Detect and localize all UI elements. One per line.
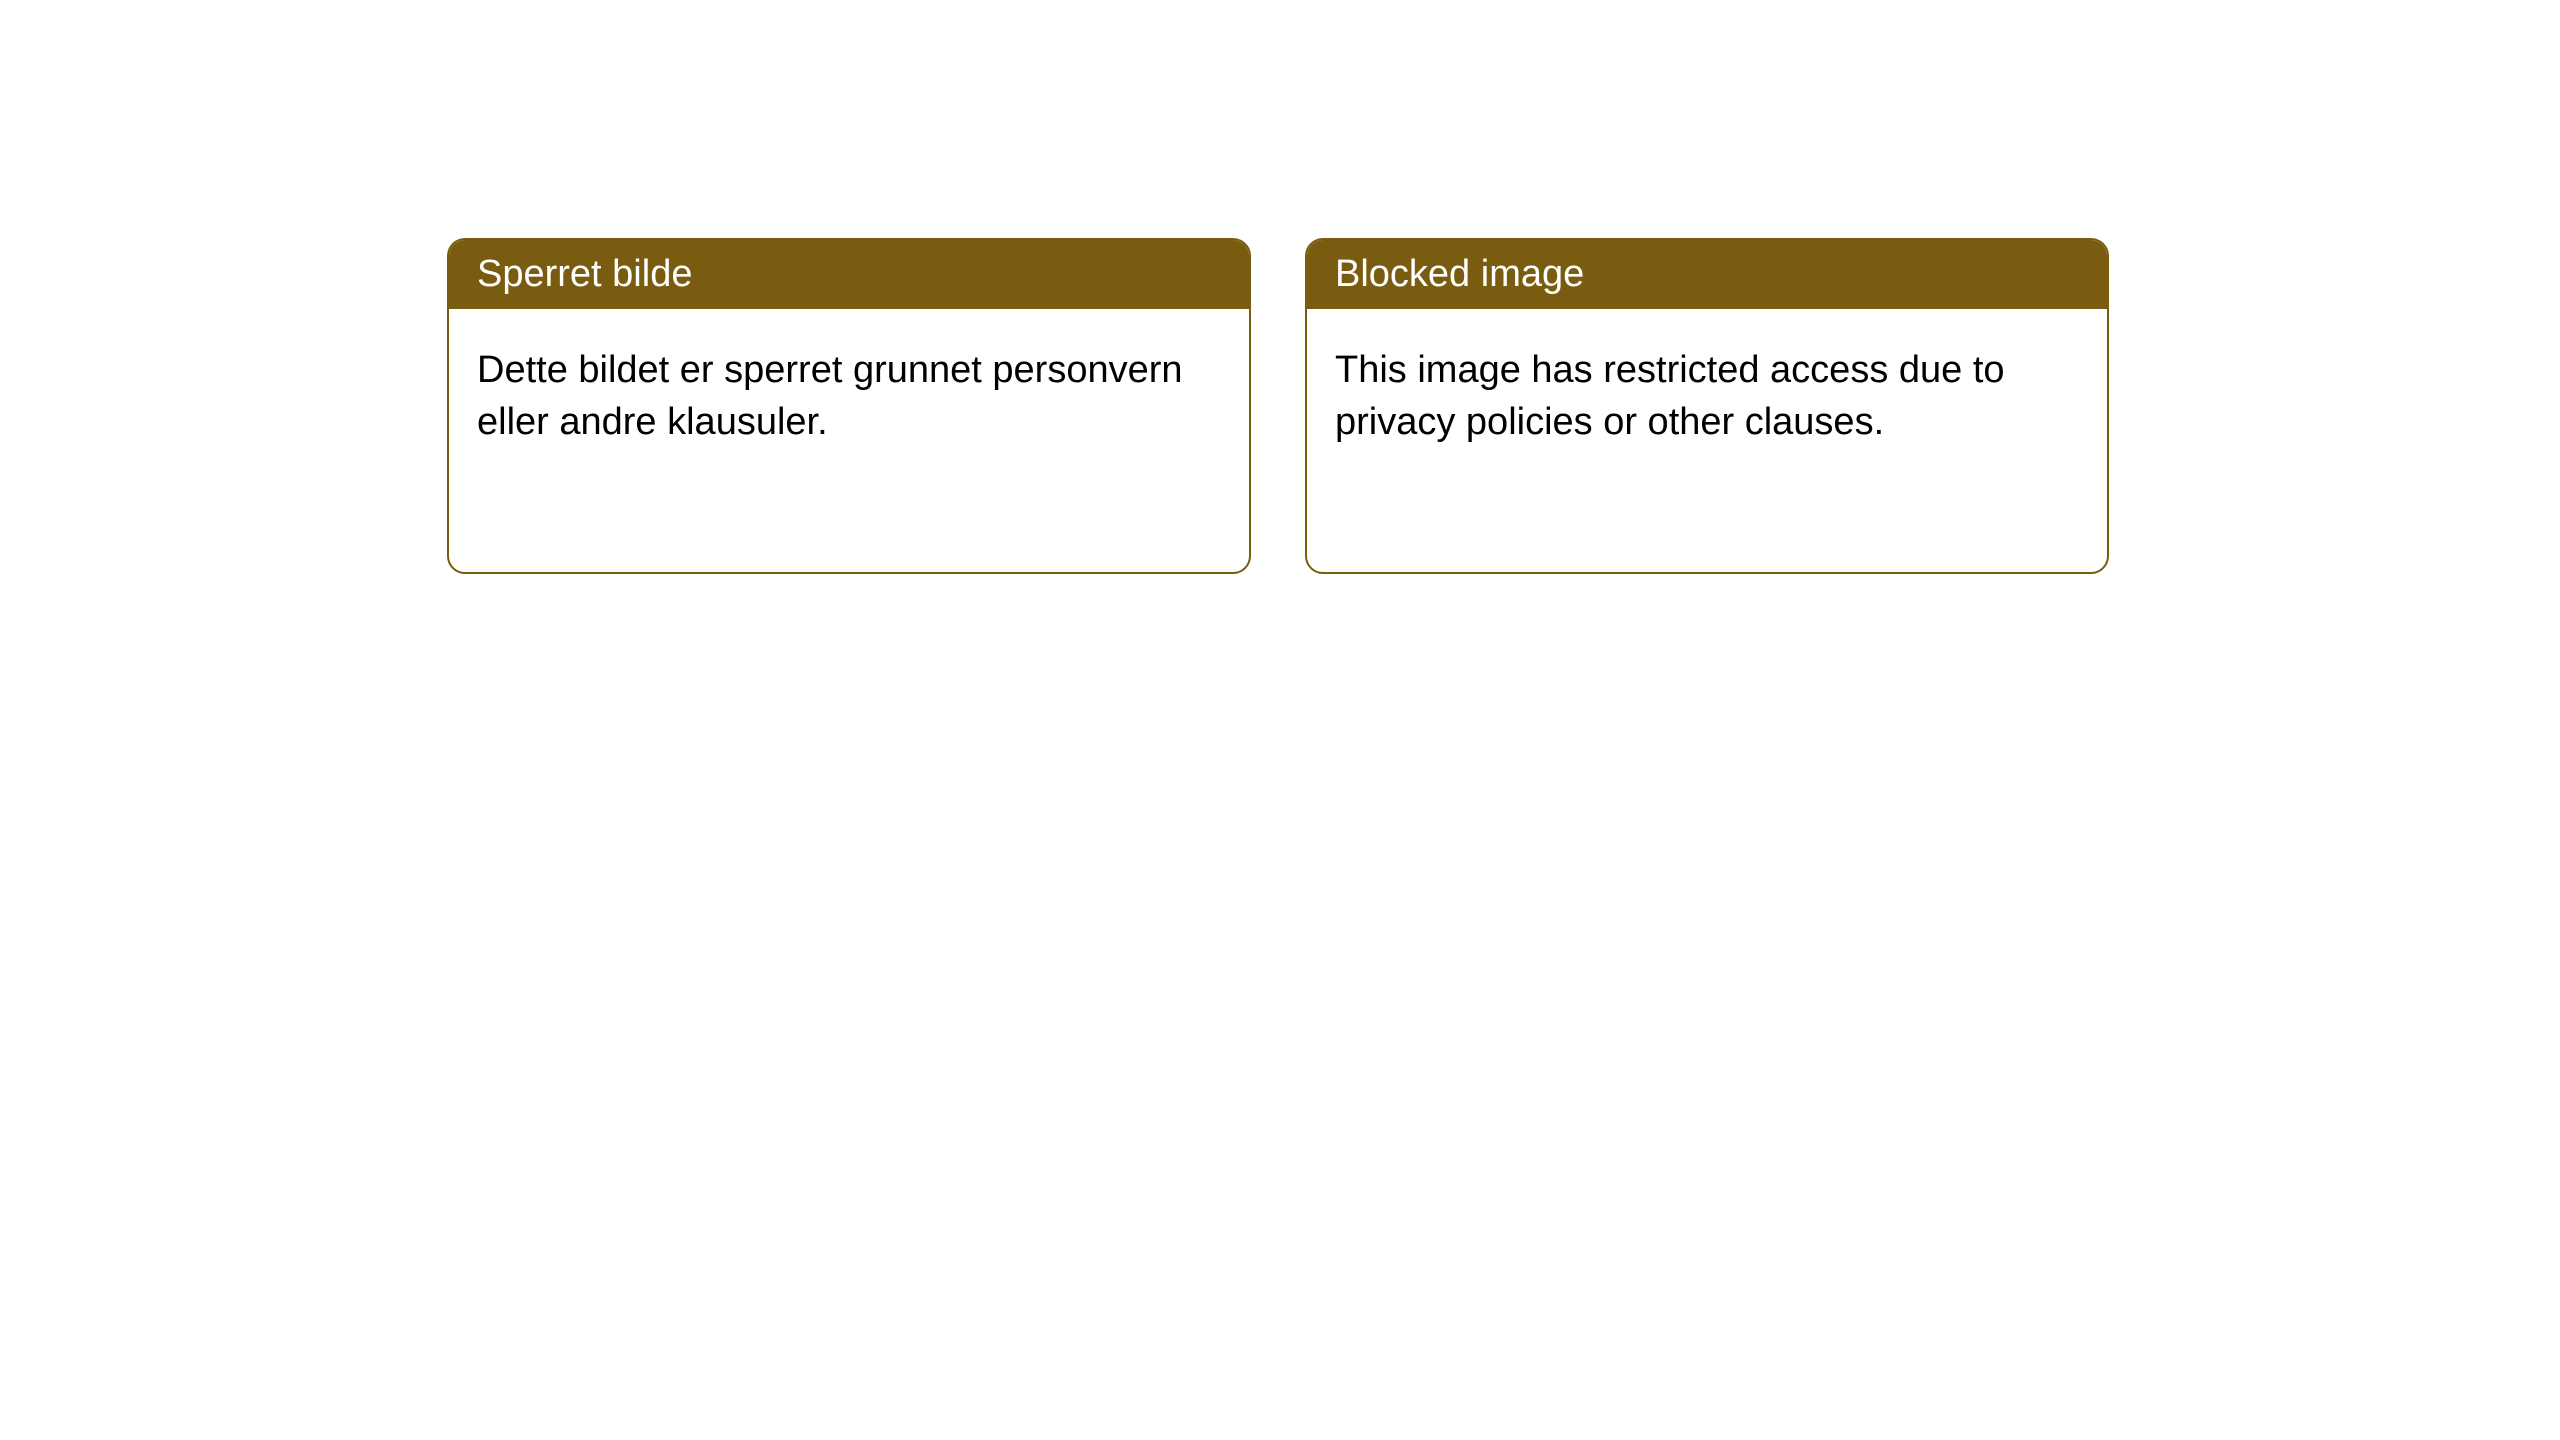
- notice-card-norwegian: Sperret bilde Dette bildet er sperret gr…: [447, 238, 1251, 574]
- card-body: Dette bildet er sperret grunnet personve…: [449, 309, 1249, 484]
- notice-cards-container: Sperret bilde Dette bildet er sperret gr…: [447, 238, 2109, 574]
- card-title: Sperret bilde: [477, 253, 692, 295]
- card-title: Blocked image: [1335, 253, 1584, 295]
- card-header: Blocked image: [1307, 240, 2107, 309]
- notice-card-english: Blocked image This image has restricted …: [1305, 238, 2109, 574]
- card-header: Sperret bilde: [449, 240, 1249, 309]
- card-body-text: Dette bildet er sperret grunnet personve…: [477, 349, 1183, 442]
- card-body: This image has restricted access due to …: [1307, 309, 2107, 484]
- card-body-text: This image has restricted access due to …: [1335, 349, 2005, 442]
